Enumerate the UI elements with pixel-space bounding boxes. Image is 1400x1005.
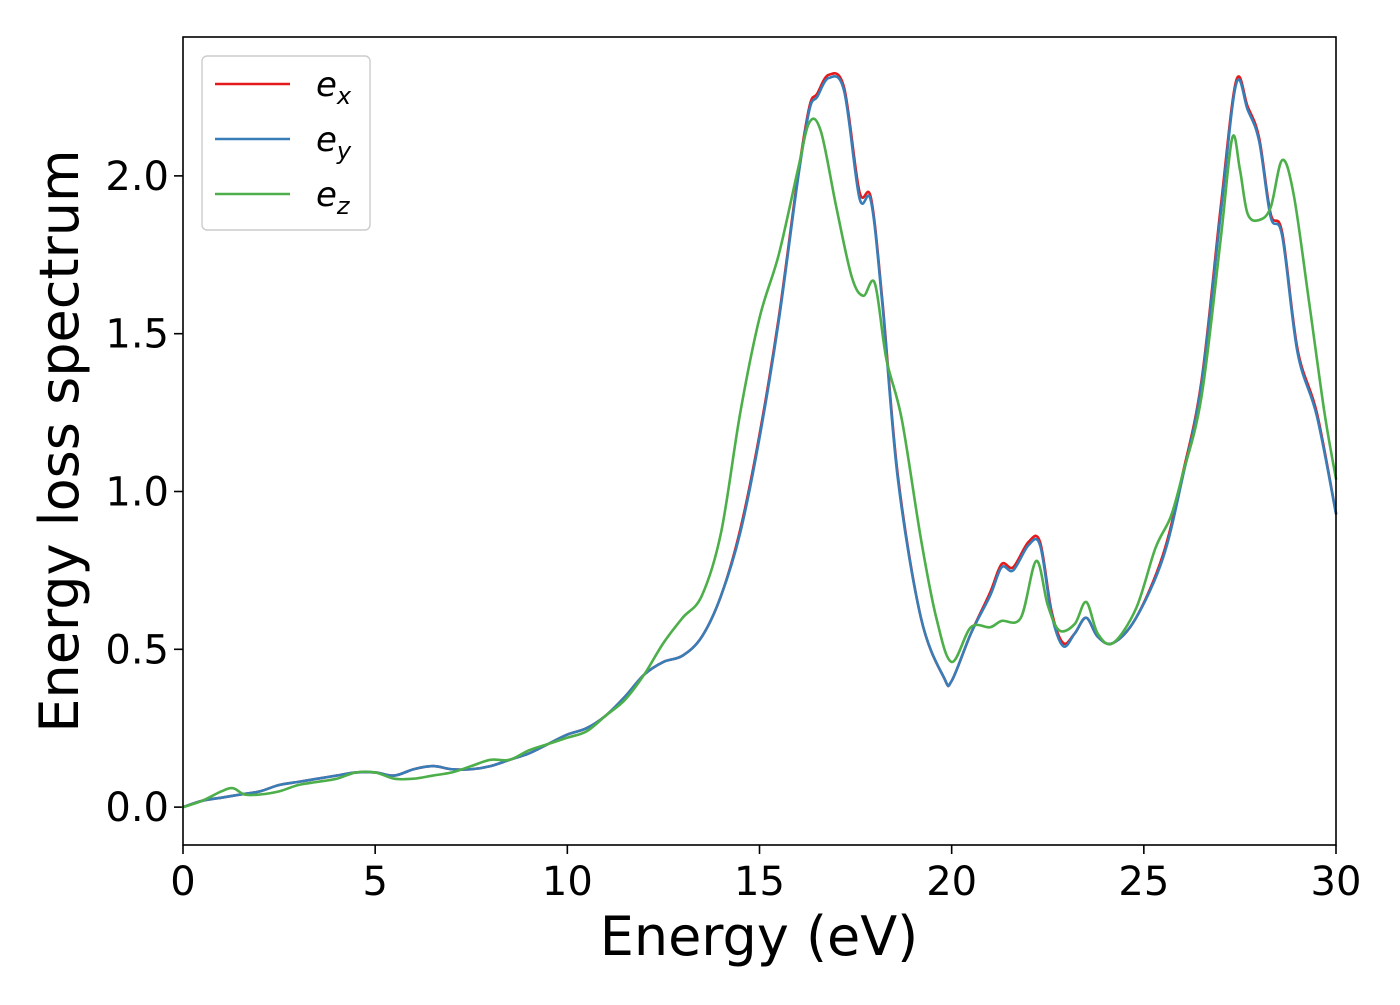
y-tick-label: 2.0 [105,154,169,200]
x-tick-label: 10 [542,859,593,905]
ticks-layer: 0 5 10 15 20 25 30 0.0 0.5 1.0 1.5 2.0 [105,154,1361,905]
y-tick-label: 1.0 [105,470,169,516]
series-line-e-y [181,74,1338,809]
x-tick-label: 0 [170,859,195,905]
y-tick-label: 1.5 [105,312,169,358]
x-tick-label: 5 [362,859,387,905]
y-tick-label: 0.5 [105,627,169,673]
legend: ex ey ez [201,55,371,231]
series-line-e-z [181,117,1338,809]
legend-label-y: ey [316,120,352,165]
x-tick-label: 15 [734,859,785,905]
x-tick-label: 30 [1311,859,1362,905]
y-axis-label: Energy loss spectrum [28,149,91,732]
x-axis-label: Energy (eV) [600,905,919,968]
y-tick-label: 0.0 [105,785,169,831]
plot-frame [182,36,1337,846]
legend-label-z: ez [316,175,351,220]
x-tick-label: 25 [1118,859,1169,905]
series-layer [181,71,1338,809]
x-tick-label: 20 [926,859,977,905]
legend-label-x: ex [316,65,352,110]
legend-frame [201,55,371,231]
